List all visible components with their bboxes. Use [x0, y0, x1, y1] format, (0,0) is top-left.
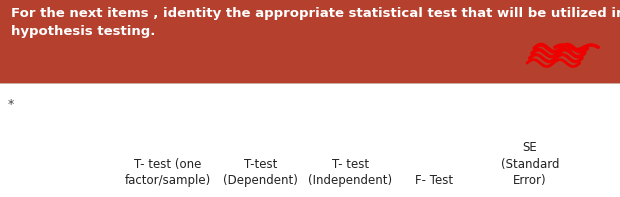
Text: T-test
(Dependent): T-test (Dependent) — [223, 158, 298, 187]
Text: F- Test: F- Test — [415, 174, 453, 187]
Text: For the next items , identity the appropriate statistical test that will be util: For the next items , identity the approp… — [11, 7, 620, 38]
Bar — [0, 0, 620, 83]
Text: SE
(Standard
Error): SE (Standard Error) — [501, 141, 559, 187]
Text: T- test (one
factor/sample): T- test (one factor/sample) — [124, 158, 211, 187]
Text: *: * — [7, 98, 14, 112]
Text: T- test
(Independent): T- test (Independent) — [308, 158, 392, 187]
